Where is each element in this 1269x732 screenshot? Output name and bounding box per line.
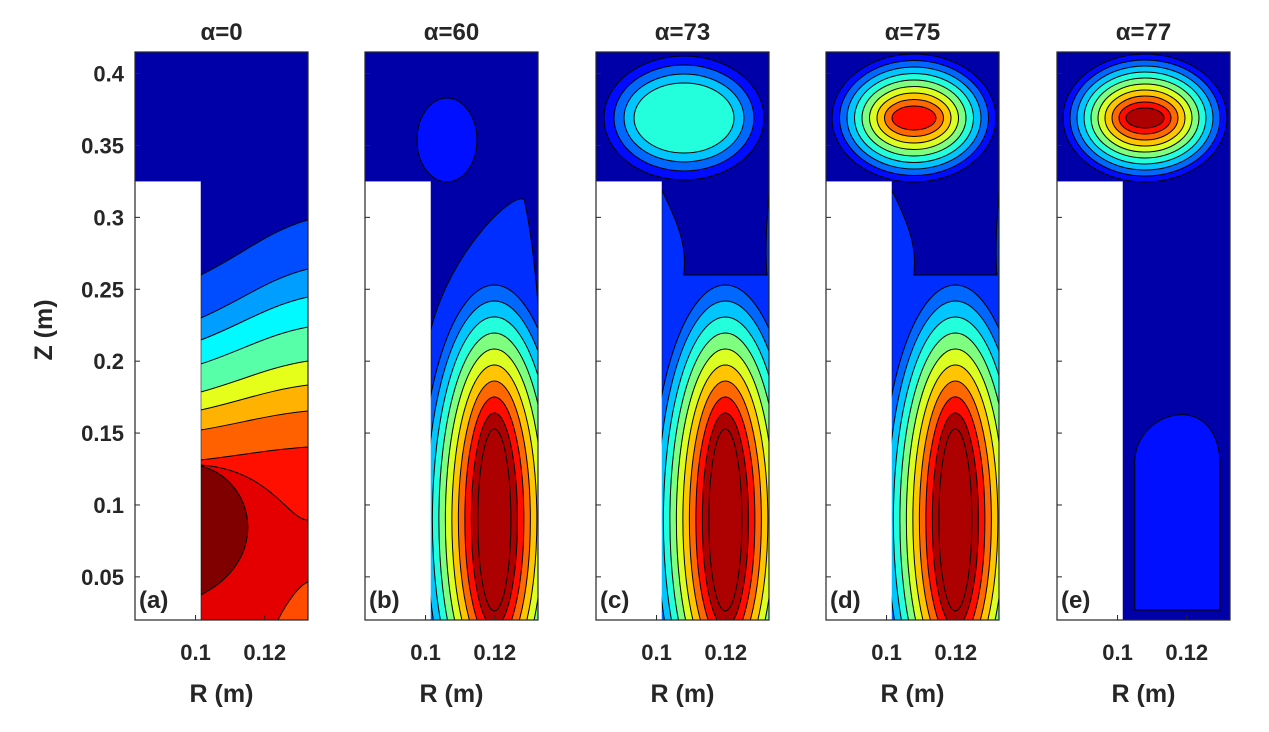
panel-2: α=60 (b) 0.1 0.12 R (m) xyxy=(364,19,539,708)
y-tick-label: 0.3 xyxy=(93,205,124,230)
y-tick-label: 0.4 xyxy=(93,62,124,87)
panel-5: α=77 (e) 0.1 0.12 R (m) xyxy=(1056,19,1231,708)
panel-title: α=0 xyxy=(200,19,242,46)
panel-tag: (a) xyxy=(139,587,168,614)
y-axis: Z (m) 0.05 0.1 0.15 0.2 0.25 0.3 0.35 0.4 xyxy=(30,62,125,590)
panel-frame xyxy=(595,51,770,621)
panel-1: α=0 (a) 0.1 0.12 R (m) xyxy=(134,19,309,708)
x-tick-label: 0.1 xyxy=(1102,640,1133,665)
panels-group: α=0(a)0.1 0.12R (m)α=60(b)0.1 0.12R (m)α=7… xyxy=(134,19,1231,708)
x-tick-label: 0.12 xyxy=(473,640,516,665)
panel-3: α=73 (c) 0.1 0.12 R (m) xyxy=(595,19,770,708)
x-axis-label: R (m) xyxy=(881,680,945,708)
y-tick-label: 0.15 xyxy=(81,421,124,446)
panel-frame xyxy=(825,51,1000,621)
y-tick-label: 0.05 xyxy=(81,565,124,590)
y-tick-label: 0.1 xyxy=(93,493,124,518)
x-tick-label: 0.1 xyxy=(871,640,902,665)
panel-title: α=77 xyxy=(1116,19,1171,46)
contour-field xyxy=(596,52,769,620)
y-tick-label: 0.35 xyxy=(81,133,124,158)
panel-frame xyxy=(1056,51,1231,621)
panel-4: α=75 (d) 0.1 0.12 R (m) xyxy=(825,19,1000,708)
panel-frame xyxy=(134,51,309,621)
panel-tag: (e) xyxy=(1061,587,1090,614)
panel-title: α=60 xyxy=(424,19,479,46)
x-tick-label: 0.1 xyxy=(410,640,441,665)
contour-field xyxy=(135,52,308,620)
x-tick-label: 0.1 xyxy=(641,640,672,665)
panel-title: α=75 xyxy=(885,19,940,46)
panel-tag: (c) xyxy=(600,587,629,614)
contour-field xyxy=(365,52,538,620)
y-tick-label: 0.2 xyxy=(93,349,124,374)
x-axis-label: R (m) xyxy=(190,680,254,708)
panel-tag: (d) xyxy=(830,587,861,614)
contour-field xyxy=(1057,52,1230,620)
x-tick-label: 0.12 xyxy=(934,640,977,665)
x-tick-label: 0.12 xyxy=(704,640,747,665)
panel-frame xyxy=(364,51,539,621)
x-tick-label: 0.1 xyxy=(180,640,211,665)
y-axis-label: Z (m) xyxy=(30,299,58,360)
x-axis-label: R (m) xyxy=(651,680,715,708)
x-axis-label: R (m) xyxy=(420,680,484,708)
x-axis-label: R (m) xyxy=(1112,680,1176,708)
panel-tag: (b) xyxy=(369,587,400,614)
x-tick-label: 0.12 xyxy=(243,640,286,665)
contour-field xyxy=(826,52,999,620)
x-tick-label: 0.12 xyxy=(1165,640,1208,665)
panel-title: α=73 xyxy=(655,19,710,46)
y-tick-label: 0.25 xyxy=(81,277,124,302)
